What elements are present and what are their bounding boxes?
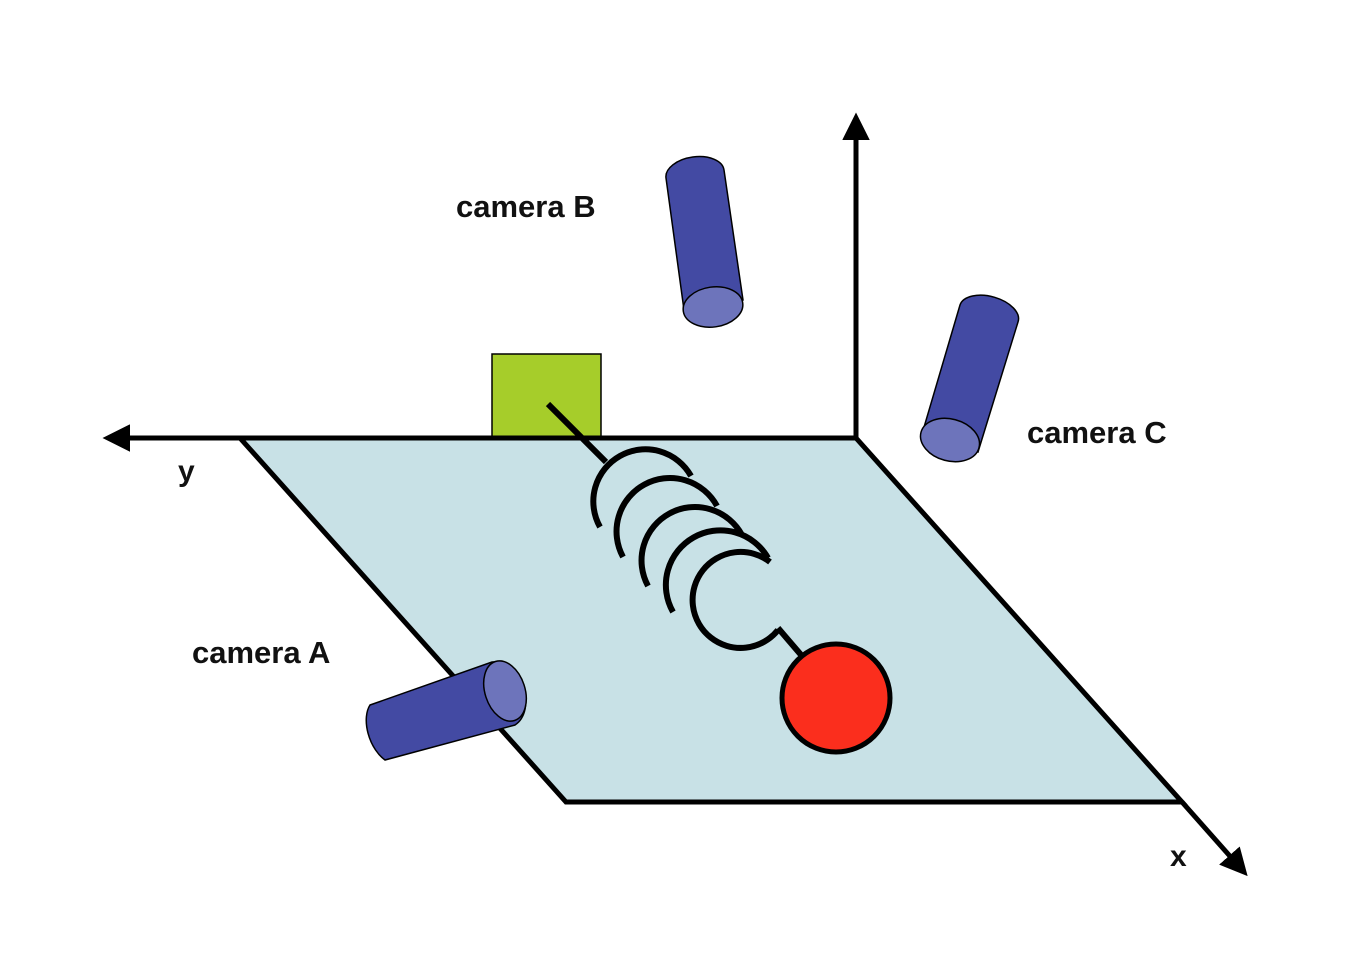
camera-b-lens xyxy=(682,286,744,328)
spring-rod-bottom xyxy=(775,626,805,658)
mass-ball xyxy=(779,641,893,755)
camera-a xyxy=(365,660,528,761)
y-axis-label: y xyxy=(178,455,195,488)
spring-rod-top xyxy=(545,401,609,465)
camera-c xyxy=(919,294,1020,463)
x-axis-label: x xyxy=(1170,840,1187,873)
spring-loop-3 xyxy=(638,504,745,588)
camera-c-body xyxy=(921,294,1020,453)
camera-c-label: camera C xyxy=(1027,415,1167,450)
spring-loop-5 xyxy=(689,548,781,651)
spring-loop-1 xyxy=(590,446,694,529)
camera-b-body xyxy=(665,155,744,311)
camera-b-label: camera B xyxy=(456,189,596,224)
spring-loop-2 xyxy=(613,475,720,559)
camera-b xyxy=(665,155,744,328)
spring-loop-4 xyxy=(662,527,771,614)
camera-c-lens xyxy=(919,417,981,463)
camera-a-lens xyxy=(482,660,528,722)
spring-coil xyxy=(590,446,781,651)
x-axis xyxy=(1180,800,1248,877)
anchor-block xyxy=(491,353,602,439)
camera-a-label: camera A xyxy=(192,635,330,670)
